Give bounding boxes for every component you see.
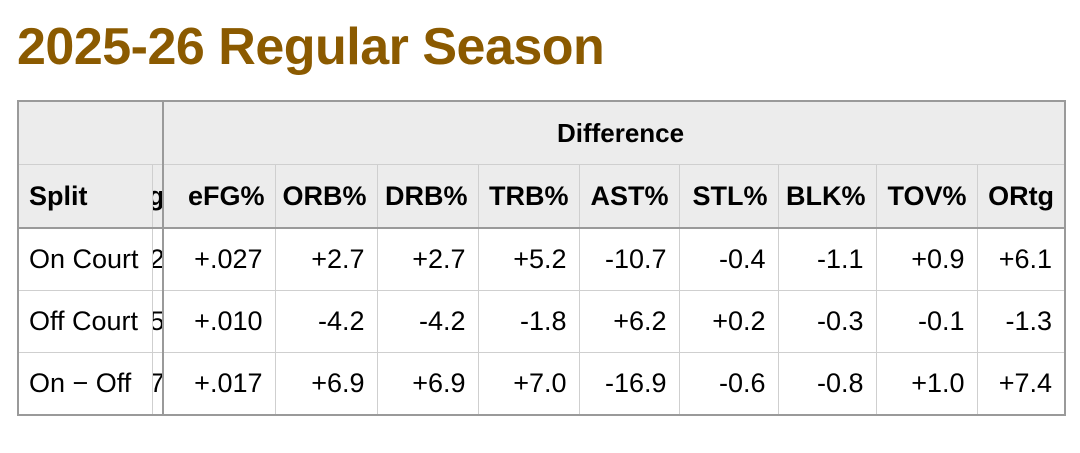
- column-header-ast-pct[interactable]: AST%: [578, 164, 680, 229]
- column-header-stl-pct[interactable]: STL%: [678, 164, 779, 229]
- drb-pct-cell: -4.2: [376, 290, 479, 353]
- column-header-tov-pct[interactable]: TOV%: [875, 164, 978, 229]
- drb-pct-cell: +6.9: [376, 352, 479, 416]
- ortg-cell: +7.4: [976, 352, 1067, 416]
- split-cell: Off Court: [17, 290, 153, 353]
- column-header-drb-pct[interactable]: DRB%: [376, 164, 479, 229]
- efg-pct-cell: +.017: [177, 352, 276, 416]
- clipped-cell: 2: [152, 227, 164, 291]
- table-row: Off Court 5 +.010 -4.2 -4.2 -1.8 +6.2 +0…: [17, 290, 1067, 353]
- efg-pct-cell: +.010: [177, 290, 276, 353]
- frozen-column-divider: [162, 100, 177, 165]
- column-header-ortg[interactable]: ORtg: [976, 164, 1067, 229]
- clipped-column-header: g: [152, 164, 164, 229]
- split-group-header-blank: [17, 100, 164, 165]
- stl-pct-cell: -0.4: [678, 227, 779, 291]
- stl-pct-cell: +0.2: [678, 290, 779, 353]
- page-title: 2025-26 Regular Season: [17, 18, 605, 76]
- column-header-efg-pct[interactable]: eFG%: [177, 164, 276, 229]
- clipped-cell: 5: [152, 290, 164, 353]
- efg-pct-cell: +.027: [177, 227, 276, 291]
- blk-pct-cell: -1.1: [777, 227, 877, 291]
- orb-pct-cell: +6.9: [274, 352, 378, 416]
- column-header-blk-pct[interactable]: BLK%: [777, 164, 877, 229]
- drb-pct-cell: +2.7: [376, 227, 479, 291]
- stats-table-container[interactable]: Difference Split g eFG% ORB% DRB% TRB% A…: [17, 100, 1067, 418]
- frozen-column-divider: [162, 290, 177, 353]
- trb-pct-cell: +7.0: [477, 352, 580, 416]
- stl-pct-cell: -0.6: [678, 352, 779, 416]
- orb-pct-cell: -4.2: [274, 290, 378, 353]
- frozen-column-divider: [162, 164, 177, 229]
- table-row: On Court 2 +.027 +2.7 +2.7 +5.2 -10.7 -0…: [17, 227, 1067, 291]
- ortg-cell: -1.3: [976, 290, 1067, 353]
- blk-pct-cell: -0.3: [777, 290, 877, 353]
- orb-pct-cell: +2.7: [274, 227, 378, 291]
- trb-pct-cell: +5.2: [477, 227, 580, 291]
- column-header-trb-pct[interactable]: TRB%: [477, 164, 580, 229]
- split-cell: On Court: [17, 227, 153, 291]
- group-header-row: Difference: [17, 100, 1067, 165]
- on-off-stats-table: Difference Split g eFG% ORB% DRB% TRB% A…: [17, 100, 1067, 416]
- clipped-cell: 7: [152, 352, 164, 416]
- column-header-orb-pct[interactable]: ORB%: [274, 164, 378, 229]
- ast-pct-cell: -16.9: [578, 352, 680, 416]
- split-cell: On − Off: [17, 352, 153, 416]
- ast-pct-cell: +6.2: [578, 290, 680, 353]
- blk-pct-cell: -0.8: [777, 352, 877, 416]
- tov-pct-cell: +0.9: [875, 227, 978, 291]
- frozen-column-divider: [162, 227, 177, 291]
- column-header-row: Split g eFG% ORB% DRB% TRB% AST% STL% BL…: [17, 164, 1067, 229]
- difference-group-header: Difference: [177, 100, 1067, 165]
- frozen-column-divider: [162, 352, 177, 416]
- ortg-cell: +6.1: [976, 227, 1067, 291]
- table-row: On − Off 7 +.017 +6.9 +6.9 +7.0 -16.9 -0…: [17, 352, 1067, 416]
- ast-pct-cell: -10.7: [578, 227, 680, 291]
- trb-pct-cell: -1.8: [477, 290, 580, 353]
- tov-pct-cell: -0.1: [875, 290, 978, 353]
- tov-pct-cell: +1.0: [875, 352, 978, 416]
- column-header-split[interactable]: Split: [17, 164, 153, 229]
